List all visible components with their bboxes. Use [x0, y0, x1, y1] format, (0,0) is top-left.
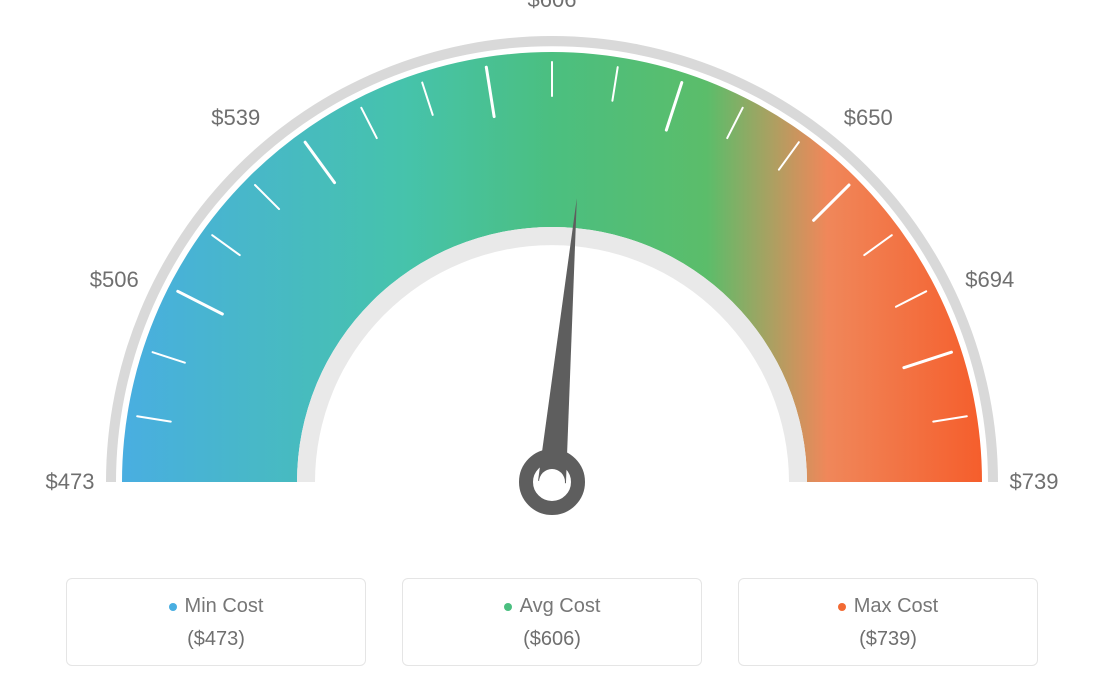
min-cost-value: ($473) [79, 628, 353, 651]
gauge-tick-label: $606 [528, 0, 577, 13]
gauge-tick-label: $473 [46, 469, 95, 495]
legend: Min Cost ($473) Avg Cost ($606) Max Cost… [0, 578, 1104, 666]
gauge-tick-label: $739 [1010, 469, 1059, 495]
dot-icon [169, 603, 177, 611]
avg-cost-value: ($606) [415, 628, 689, 651]
dot-icon [838, 603, 846, 611]
gauge-tick-label: $650 [844, 105, 893, 131]
max-cost-value: ($739) [751, 628, 1025, 651]
max-cost-title: Max Cost [838, 595, 938, 618]
min-cost-card: Min Cost ($473) [66, 578, 366, 666]
avg-cost-title: Avg Cost [504, 595, 601, 618]
gauge-tick-label: $694 [965, 267, 1014, 293]
cost-gauge: $473 $506 $539 $606 $650 $694 $739 [0, 0, 1104, 560]
gauge-tick-label: $506 [90, 267, 139, 293]
max-cost-card: Max Cost ($739) [738, 578, 1038, 666]
avg-cost-label: Avg Cost [520, 595, 601, 618]
gauge-tick-label: $539 [211, 105, 260, 131]
max-cost-label: Max Cost [854, 595, 938, 618]
avg-cost-card: Avg Cost ($606) [402, 578, 702, 666]
min-cost-label: Min Cost [185, 595, 264, 618]
min-cost-title: Min Cost [169, 595, 264, 618]
dot-icon [504, 603, 512, 611]
